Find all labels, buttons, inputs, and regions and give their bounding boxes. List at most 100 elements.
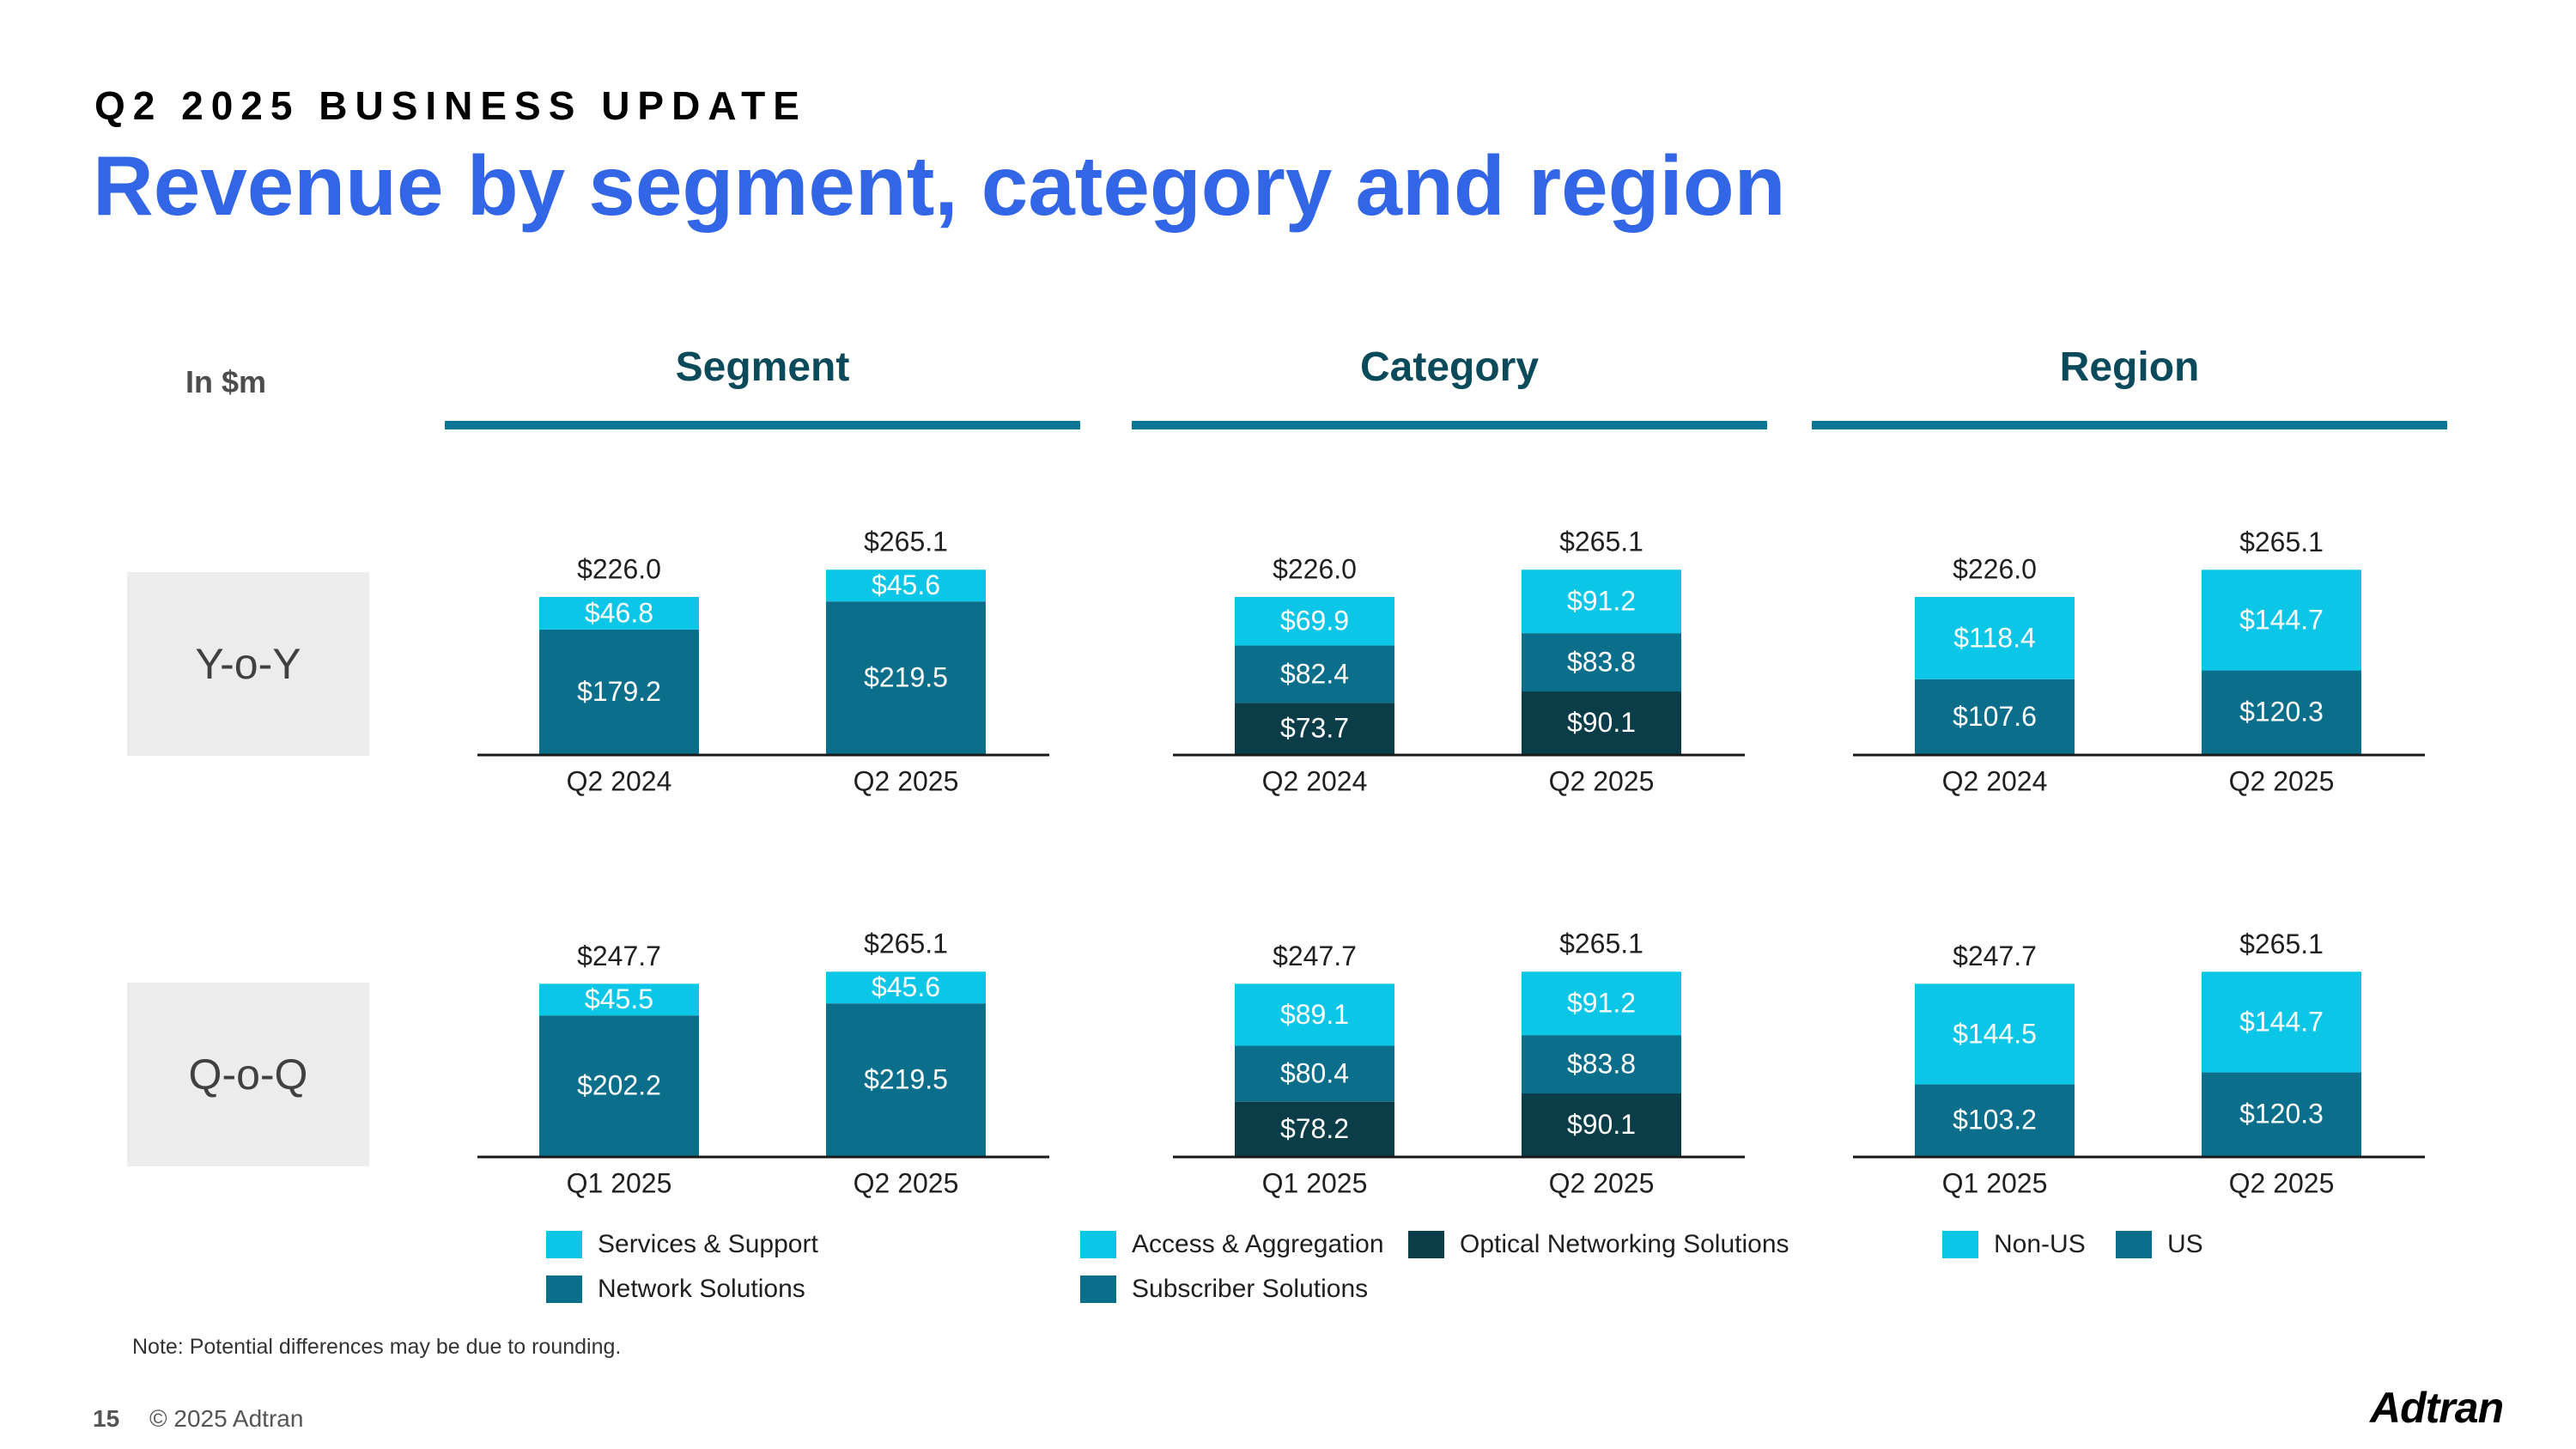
data-label: $144.5	[1953, 1018, 2037, 1049]
data-label: $90.1	[1567, 707, 1636, 738]
bar-segment-non-us	[1915, 596, 2075, 679]
bar-segment-optical-networking-solutions	[1522, 1093, 1681, 1156]
data-label: $69.9	[1280, 606, 1349, 636]
bar-segment-subscriber-solutions	[1522, 1035, 1681, 1094]
row-label-qoq-text: Q-o-Q	[188, 1050, 308, 1099]
bar-segment-network-solutions	[539, 629, 699, 754]
copyright: © 2025 Adtran	[149, 1405, 304, 1432]
data-label: $144.7	[2239, 1006, 2324, 1037]
section-kicker: Q2 2025 BUSINESS UPDATE	[94, 83, 807, 128]
bar-segment-non-us	[2202, 971, 2361, 1073]
legend-swatch	[2116, 1231, 2152, 1258]
footnote: Note: Potential differences may be due t…	[132, 1335, 622, 1359]
bar-segment-us	[1915, 1084, 2075, 1156]
page-number: 15	[93, 1405, 120, 1432]
bar-segment-optical-networking-solutions	[1235, 1101, 1394, 1156]
data-label: $91.2	[1567, 586, 1636, 617]
bar-segment-services-support	[826, 569, 986, 602]
data-label: $78.2	[1280, 1113, 1349, 1144]
row-label-yoy: Y-o-Y	[127, 572, 369, 756]
legend-swatch	[1080, 1231, 1116, 1258]
x-tick-label: Q2 2025	[1549, 1167, 1655, 1198]
x-tick-label: Q1 2025	[567, 1167, 672, 1198]
data-label: $80.4	[1280, 1058, 1349, 1089]
data-label: $73.7	[1280, 713, 1349, 744]
legend-label: Network Solutions	[598, 1275, 805, 1303]
data-label: $45.6	[872, 971, 940, 1002]
legend-swatch	[1408, 1231, 1444, 1258]
data-label: $90.1	[1567, 1109, 1636, 1140]
bar-segment-access-aggregation	[1235, 596, 1394, 646]
bar-segment-services-support	[826, 971, 986, 1004]
column-heading-category: Category	[1359, 344, 1540, 390]
data-label: $91.2	[1567, 988, 1636, 1019]
total-label: $265.1	[2239, 527, 2324, 557]
data-label: $45.5	[585, 983, 653, 1014]
column-rule-region	[1812, 421, 2447, 429]
x-tick-label: Q1 2025	[1942, 1167, 2048, 1198]
data-label: $82.4	[1280, 658, 1349, 689]
data-label: $120.3	[2239, 697, 2324, 728]
x-tick-label: Q2 2025	[1549, 765, 1655, 796]
legend-item-us: US	[2116, 1230, 2203, 1259]
column-heading-segment: Segment	[675, 344, 850, 390]
x-tick-label: Q1 2025	[1262, 1167, 1368, 1198]
x-tick-label: Q2 2025	[2229, 1167, 2335, 1198]
x-tick-label: Q2 2025	[854, 1167, 959, 1198]
column-rule-category	[1132, 421, 1767, 429]
x-tick-label: Q2 2025	[854, 765, 959, 796]
bar-segment-non-us	[1915, 983, 2075, 1085]
data-label: $118.4	[1953, 622, 2036, 653]
bar-segment-subscriber-solutions	[1522, 633, 1681, 692]
bar-segment-network-solutions	[826, 1003, 986, 1156]
total-label: $265.1	[864, 527, 948, 557]
unit-label: In $m	[185, 364, 267, 399]
data-label: $219.5	[864, 662, 948, 693]
data-label: $202.2	[577, 1070, 661, 1101]
bar-segment-network-solutions	[826, 601, 986, 754]
page-title: Revenue by segment, category and region	[93, 138, 1786, 233]
data-label: $103.2	[1953, 1105, 2037, 1135]
total-label: $265.1	[2239, 928, 2324, 959]
legend-label: Services & Support	[598, 1230, 818, 1258]
data-label: $89.1	[1280, 999, 1349, 1030]
data-label: $144.7	[2239, 604, 2324, 635]
legend-label: US	[2167, 1230, 2203, 1258]
bar-segment-services-support	[539, 983, 699, 1016]
legend-item-non-us: Non-US	[1942, 1230, 2086, 1259]
bar-segment-access-aggregation	[1522, 971, 1681, 1036]
legend-item-optical-networking: Optical Networking Solutions	[1408, 1230, 1789, 1259]
total-label: $247.7	[577, 941, 661, 971]
legend-item-access-aggregation: Access & Aggregation	[1080, 1230, 1384, 1259]
legend-swatch	[1080, 1275, 1116, 1303]
data-label: $83.8	[1567, 647, 1636, 678]
bar-segment-access-aggregation	[1522, 569, 1681, 634]
bar-segment-us	[2202, 1072, 2361, 1156]
bar-segment-services-support	[539, 596, 699, 630]
bar-segment-access-aggregation	[1235, 983, 1394, 1046]
legend-item-network-solutions: Network Solutions	[546, 1275, 805, 1304]
data-label: $120.3	[2239, 1099, 2324, 1129]
legend-item-subscriber-solutions: Subscriber Solutions	[1080, 1275, 1368, 1304]
total-label: $265.1	[864, 928, 948, 959]
legend-label: Non-US	[1994, 1230, 2086, 1258]
bar-segment-subscriber-solutions	[1235, 645, 1394, 703]
legend-label: Subscriber Solutions	[1132, 1275, 1369, 1303]
legend-swatch	[546, 1231, 582, 1258]
row-label-yoy-text: Y-o-Y	[195, 640, 301, 688]
data-label: $46.8	[585, 597, 653, 628]
x-tick-label: Q2 2024	[567, 765, 672, 796]
column-heading-region: Region	[2059, 344, 2200, 390]
total-label: $226.0	[577, 553, 661, 584]
bar-segment-non-us	[2202, 569, 2361, 671]
x-tick-label: Q2 2024	[1942, 765, 2048, 796]
legend-label: Access & Aggregation	[1132, 1230, 1384, 1258]
legend-item-services-support: Services & Support	[546, 1230, 818, 1259]
bar-segment-optical-networking-solutions	[1235, 703, 1394, 754]
x-tick-label: Q2 2025	[2229, 765, 2335, 796]
data-label: $45.6	[872, 569, 940, 600]
legend-label: Optical Networking Solutions	[1460, 1230, 1789, 1258]
logo-text: Adtran	[2370, 1384, 2504, 1432]
total-label: $247.7	[1953, 941, 2037, 971]
total-label: $265.1	[1559, 928, 1643, 959]
